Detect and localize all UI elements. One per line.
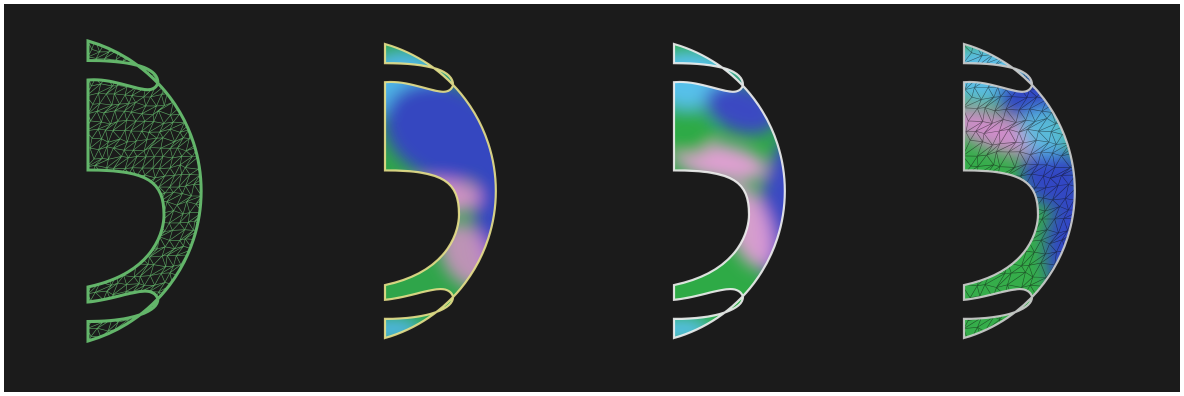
contour-outline <box>672 42 786 340</box>
mesh-lines <box>88 41 202 341</box>
contour-plot-panel-a <box>383 42 497 340</box>
mesh-outline <box>86 39 203 343</box>
contour-plot-panel-b <box>672 42 786 340</box>
contour-fill <box>385 44 496 338</box>
contour-outline <box>962 42 1076 340</box>
contour-outline <box>383 42 497 340</box>
contour-fill <box>674 44 785 338</box>
figure-svg <box>86 39 1076 343</box>
mesh-wireframe-panel <box>86 39 203 343</box>
figure-panel <box>4 4 1180 392</box>
contour-mesh-panel <box>962 42 1076 340</box>
